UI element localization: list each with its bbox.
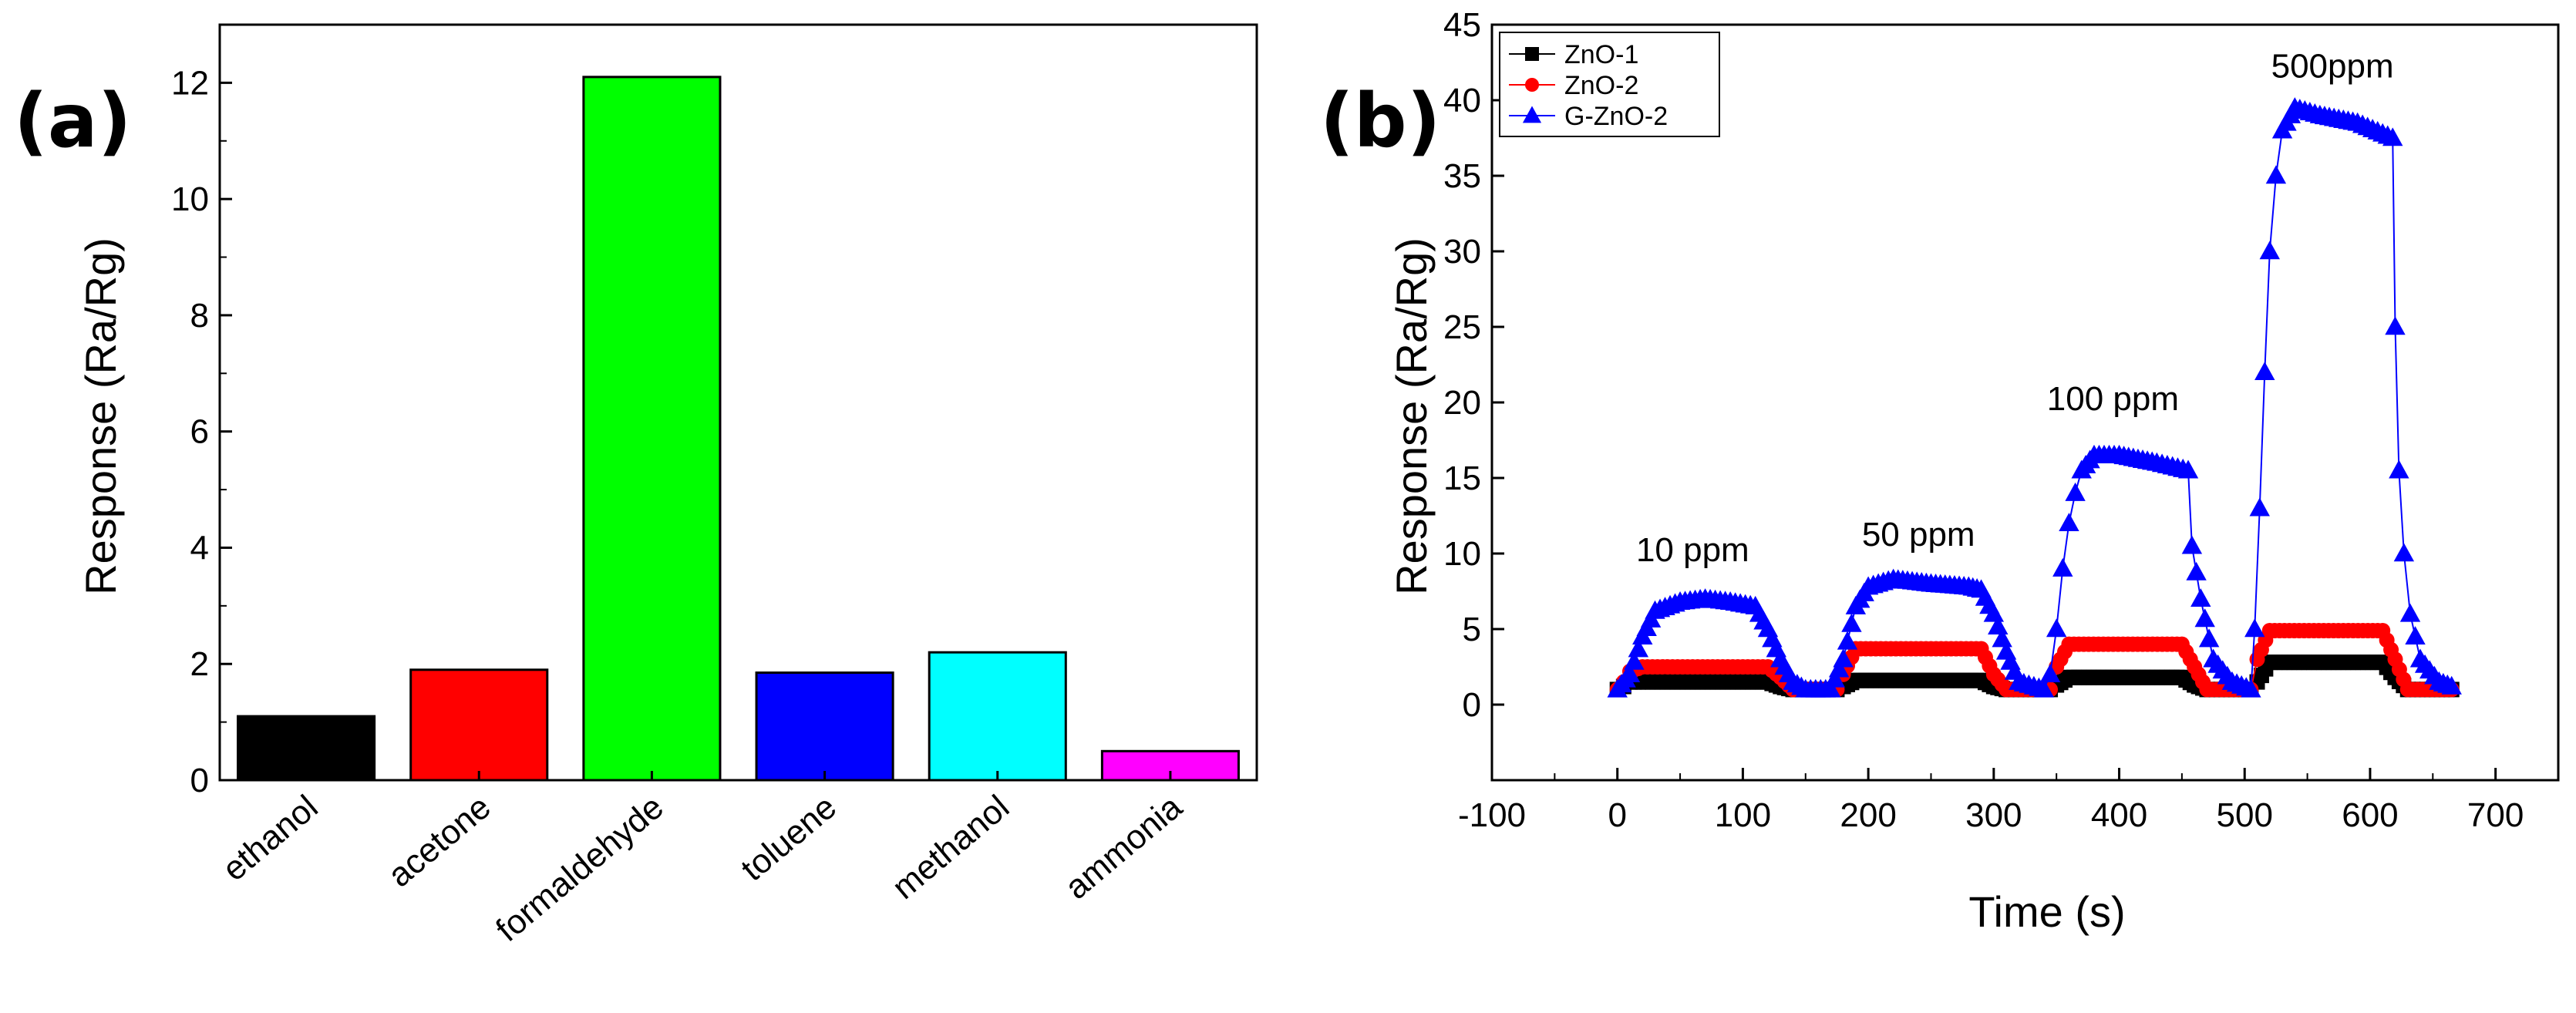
annotation-10-ppm: 10 ppm: [1636, 531, 1749, 569]
y-tick-label-b: 40: [1443, 82, 1481, 119]
x-tick-label-formaldehyde: formaldehyde: [489, 788, 671, 949]
y-tick-label-b: 45: [1443, 6, 1481, 44]
data-point-G-ZnO-2: [1992, 628, 2012, 648]
line-chart-panel-b: Response (Ra/Rg) Time (s) 0 5 10 15 20 25 30 35…: [1387, 6, 2560, 936]
data-point-G-ZnO-2: [2065, 482, 2086, 501]
data-point-G-ZnO-2: [2249, 497, 2270, 517]
annotation-100-ppm: 100 ppm: [2047, 380, 2179, 418]
y-axis-title-b: Response (Ra/Rg): [1387, 237, 1436, 595]
bar-chart-panel-a: Response (Ra/Rg) 0 2 4 6 8 10 12 ethanol acetone…: [76, 23, 1258, 949]
data-point-G-ZnO-2: [1828, 658, 1850, 678]
annotation-50-ppm: 50 ppm: [1862, 516, 1975, 554]
data-point-G-ZnO-2: [2265, 165, 2287, 184]
data-point-G-ZnO-2: [2389, 459, 2409, 479]
y-tick-label-a: 12: [171, 64, 209, 102]
x-tick-label-ethanol: ethanol: [215, 788, 325, 888]
data-point-G-ZnO-2: [1619, 664, 1641, 683]
bar-acetone: [409, 668, 549, 782]
data-point-G-ZnO-2: [1624, 651, 1645, 670]
data-point-G-ZnO-2: [2033, 678, 2055, 698]
x-tick-label-b: 500: [2217, 796, 2273, 834]
bar-methanol: [928, 651, 1067, 782]
data-point-G-ZnO-2: [2198, 628, 2220, 648]
y-tick-label-b: 15: [1443, 459, 1481, 497]
x-tick-label-b: 300: [1965, 796, 2022, 834]
y-tick-label-b: 35: [1443, 157, 1481, 195]
x-tick-label-ammonia: ammonia: [1058, 788, 1190, 907]
data-point-G-ZnO-2: [2052, 557, 2073, 577]
x-tick-label-acetone: acetone: [381, 788, 497, 894]
legend-marker-ZnO-2: [1525, 78, 1539, 92]
data-point-G-ZnO-2: [2186, 561, 2207, 581]
data-point-G-ZnO-2: [1983, 603, 2005, 622]
panel-label-a: (a): [14, 78, 132, 164]
y-tick-label-a: 4: [190, 529, 209, 567]
data-point-G-ZnO-2: [2177, 459, 2199, 479]
x-tick-label-b: 100: [1715, 796, 1771, 834]
y-tick-label-b: 10: [1443, 535, 1481, 573]
bar-ethanol: [237, 715, 376, 782]
legend-label-ZnO-2: ZnO-2: [1564, 71, 1638, 100]
data-point-G-ZnO-2: [2399, 603, 2421, 622]
x-tick-label-b: 0: [1608, 796, 1626, 834]
data-point-G-ZnO-2: [2259, 241, 2280, 260]
annotation-500ppm: 500ppm: [2271, 48, 2394, 86]
data-point-G-ZnO-2: [1841, 613, 1862, 632]
series-G-ZnO-2: [1607, 97, 2462, 698]
data-point-G-ZnO-2: [2393, 543, 2415, 562]
data-point-G-ZnO-2: [2385, 316, 2406, 335]
data-point-G-ZnO-2: [2241, 678, 2261, 698]
data-point-G-ZnO-2: [2244, 618, 2265, 638]
data-point-G-ZnO-2: [2046, 618, 2067, 638]
x-tick-label-methanol: methanol: [885, 788, 1016, 907]
data-point-G-ZnO-2: [1820, 678, 1841, 698]
legend-marker-G-ZnO-2: [1522, 106, 1542, 123]
y-axis-title-a: Response (Ra/Rg): [76, 237, 125, 595]
x-tick-label-b: 200: [1840, 796, 1896, 834]
y-tick-label-b: 20: [1443, 384, 1481, 422]
data-point-G-ZnO-2: [1837, 631, 1858, 650]
data-point-G-ZnO-2: [2181, 535, 2203, 554]
bar-toluene: [755, 671, 894, 782]
data-point-G-ZnO-2: [2059, 513, 2079, 532]
plot-frame-a: [218, 23, 1258, 782]
data-point-G-ZnO-2: [2254, 362, 2275, 381]
x-tick-label-b: -100: [1458, 796, 1526, 834]
data-point-G-ZnO-2: [2190, 588, 2211, 607]
data-point-G-ZnO-2: [2194, 608, 2215, 628]
x-axis-title-b: Time (s): [1968, 887, 2125, 936]
data-point-G-ZnO-2: [2039, 664, 2061, 683]
data-point-G-ZnO-2: [1988, 616, 2009, 634]
y-tick-label-b: 0: [1463, 686, 1481, 724]
y-tick-label-a: 0: [190, 762, 209, 799]
legend-label-G-ZnO-2: G-ZnO-2: [1564, 102, 1668, 131]
x-tick-label-toluene: toluene: [734, 788, 844, 888]
x-tick-label-b: 700: [2467, 796, 2524, 834]
bar-formaldehyde: [582, 76, 722, 782]
y-tick-label-a: 8: [190, 297, 209, 335]
legend-marker-ZnO-1: [1525, 47, 1539, 61]
data-point-G-ZnO-2: [1824, 668, 1845, 688]
y-tick-label-b: 5: [1463, 611, 1481, 648]
y-tick-label-b: 25: [1443, 308, 1481, 346]
y-tick-label-a: 2: [190, 645, 209, 683]
x-tick-label-b: 600: [2342, 796, 2398, 834]
y-tick-label-a: 10: [171, 180, 209, 218]
x-tick-label-b: 400: [2091, 796, 2147, 834]
data-point-G-ZnO-2: [2441, 675, 2462, 695]
legend-label-ZnO-1: ZnO-1: [1564, 40, 1638, 69]
data-point-G-ZnO-2: [1628, 638, 1649, 658]
data-point-G-ZnO-2: [2382, 127, 2403, 146]
panel-label-b: (b): [1320, 78, 1440, 164]
data-point-G-ZnO-2: [1833, 648, 1854, 668]
y-tick-label-b: 30: [1443, 233, 1481, 271]
y-tick-label-a: 6: [190, 413, 209, 451]
data-point-G-ZnO-2: [2405, 626, 2426, 645]
